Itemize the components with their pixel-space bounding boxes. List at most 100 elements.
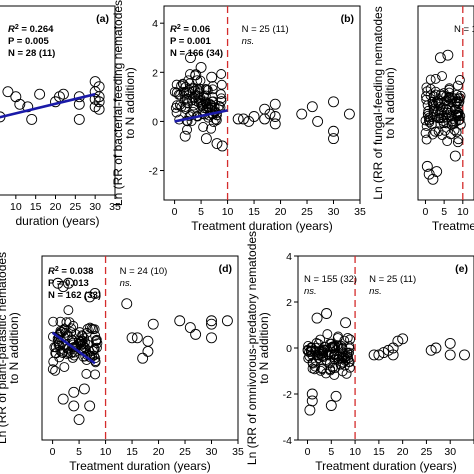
data-point <box>444 337 456 349</box>
y-axis-title-line2: to N addition) <box>123 67 137 138</box>
data-point <box>328 341 339 352</box>
x-tick-label: 0 <box>423 206 429 218</box>
data-point <box>322 329 333 340</box>
data-point <box>325 400 337 411</box>
data-point <box>92 338 103 349</box>
y-axis-title: Ln (RR of bacterial-feeding nematodes <box>111 0 125 206</box>
data-point <box>190 90 201 100</box>
data-point <box>74 327 85 338</box>
data-point <box>200 96 211 107</box>
x-tick-label: 5 <box>441 206 447 218</box>
data-point <box>78 383 90 395</box>
data-point <box>452 80 463 91</box>
data-point <box>328 125 339 137</box>
x-tick-label: 30 <box>206 446 218 458</box>
data-point <box>269 111 281 122</box>
data-point <box>210 114 221 125</box>
data-point <box>170 102 181 113</box>
data-point <box>34 88 46 100</box>
data-point <box>345 334 356 345</box>
data-point <box>446 119 457 130</box>
data-point <box>428 101 439 111</box>
data-point <box>10 91 22 103</box>
data-point <box>73 113 85 125</box>
data-point <box>179 130 191 142</box>
y-axis-title-line2: to N addition) <box>257 312 271 383</box>
data-point <box>423 110 434 121</box>
y-tick-label: -2 <box>149 166 158 178</box>
ns-label: ns. <box>242 36 255 47</box>
data-point <box>448 117 459 128</box>
data-point <box>373 349 385 361</box>
data-point <box>52 277 64 289</box>
ns-label: ns. <box>369 286 382 297</box>
data-point <box>50 365 61 376</box>
data-point <box>68 400 80 412</box>
data-point <box>442 136 453 147</box>
x-tick-label: 0 <box>305 446 311 458</box>
data-point <box>131 332 143 344</box>
data-point <box>421 134 432 145</box>
data-point <box>93 103 105 115</box>
x-tick-label: 35 <box>354 206 366 218</box>
data-point <box>67 352 78 363</box>
sample-size-label: N = 28 (11) <box>8 48 55 59</box>
x-tick-label: 25 <box>301 206 313 218</box>
data-point <box>306 101 318 113</box>
data-point <box>91 335 101 346</box>
x-tick-label: 35 <box>232 446 244 458</box>
data-point <box>57 88 69 100</box>
data-point <box>430 89 441 100</box>
data-point <box>200 133 212 145</box>
data-point <box>454 75 465 85</box>
data-point <box>63 277 74 289</box>
data-point <box>238 113 249 125</box>
data-point <box>57 281 69 293</box>
data-point <box>93 96 105 108</box>
data-point <box>397 333 409 345</box>
data-point <box>216 79 227 90</box>
panel-1: 10 15 20 25 30 35 duration (years) (a) R2 = 0.26… <box>0 5 121 228</box>
data-point <box>422 86 433 97</box>
plot-frame <box>163 5 361 201</box>
data-point <box>85 322 95 333</box>
data-point <box>434 108 445 119</box>
x-tick-label: 10 <box>100 446 112 458</box>
data-point <box>60 327 71 338</box>
x-tick-label: 20 <box>50 201 62 213</box>
x-tick-label: 20 <box>397 446 409 458</box>
data-point <box>59 323 70 334</box>
data-point <box>79 337 90 348</box>
data-point <box>427 112 438 123</box>
ns-label: ns. <box>120 278 133 289</box>
sample-size-label: N = 155 (32) <box>304 274 357 285</box>
data-point <box>304 404 316 416</box>
data-point <box>182 124 192 135</box>
y-axis-title: Ln (RR of fungal-feeding nematodes <box>371 6 385 199</box>
x-axis-title: Treatment duration (years) <box>69 459 211 473</box>
sample-size-label: N = 25 (11) <box>242 24 289 35</box>
regression-line <box>174 109 228 123</box>
data-point <box>310 345 321 356</box>
data-point <box>325 365 336 376</box>
x-tick-label: 25 <box>421 446 433 458</box>
data-point <box>392 335 404 347</box>
data-point <box>206 315 217 327</box>
data-point <box>332 340 343 351</box>
points-group <box>47 277 233 426</box>
x-tick-label: 15 <box>126 446 138 458</box>
y-axis-title: Ln (RR of plant-parasitic nematodes <box>0 252 9 444</box>
regression-line <box>51 331 96 365</box>
data-point <box>317 363 328 374</box>
data-point <box>171 107 182 118</box>
data-point <box>90 330 101 341</box>
data-point <box>80 351 91 362</box>
sample-size-label: N = 162 (33) <box>48 290 101 301</box>
data-point <box>343 357 354 368</box>
x-axis-title: Treatment duration (years) <box>191 219 333 233</box>
x-tick-label: 5 <box>198 206 204 218</box>
plot-frame <box>417 5 474 201</box>
data-point <box>78 341 89 352</box>
panel-label: (b) <box>341 13 354 25</box>
